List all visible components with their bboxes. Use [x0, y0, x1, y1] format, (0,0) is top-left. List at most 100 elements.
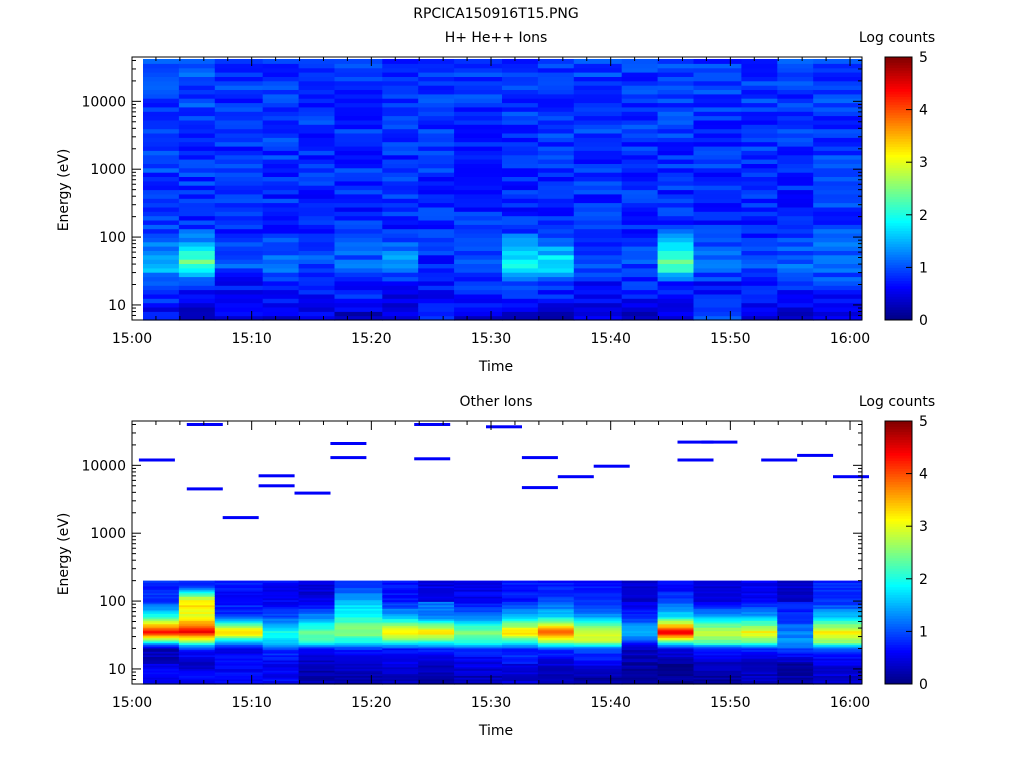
heatmap-cell — [382, 307, 419, 312]
heatmap-cell — [178, 111, 216, 117]
heatmap-cell — [537, 180, 575, 186]
heatmap-cell — [813, 98, 862, 104]
heatmap-cell — [741, 206, 778, 212]
heatmap-cell — [502, 133, 539, 138]
heatmap-cell — [502, 106, 539, 112]
heatmap-cell — [657, 159, 695, 164]
colorbar-swatch — [885, 442, 912, 446]
heatmap-cell — [298, 237, 336, 243]
heatmap-cell — [334, 307, 383, 312]
heatmap-cell — [418, 663, 455, 666]
heatmap-cell — [382, 665, 419, 668]
heatmap-cell — [777, 237, 814, 243]
heatmap-cell — [334, 611, 383, 614]
heatmap-cell — [502, 93, 539, 99]
heatmap-cell — [502, 272, 539, 278]
heatmap-cell — [143, 267, 180, 273]
heatmap-cell — [178, 185, 216, 191]
heatmap-cell — [502, 634, 539, 637]
heatmap-cell — [382, 59, 419, 64]
heatmap-cell — [418, 618, 455, 621]
heatmap-cell — [741, 198, 778, 204]
heatmap-cell — [777, 159, 814, 164]
heatmap-cell — [502, 615, 539, 618]
heatmap-cell — [813, 89, 862, 95]
heatmap-cell — [741, 611, 778, 614]
heatmap-cell — [502, 658, 539, 661]
heatmap-cell — [298, 128, 336, 134]
heatmap-cell — [777, 259, 814, 264]
heatmap-cell — [143, 596, 180, 599]
heatmap-cell — [813, 623, 862, 626]
heatmap-cell — [741, 220, 778, 225]
heatmap-cell — [813, 654, 862, 657]
heatmap-cell — [502, 628, 539, 632]
heatmap-cell — [418, 198, 455, 204]
colorbar-swatch — [885, 570, 912, 575]
heatmap-cell — [143, 589, 180, 592]
heatmap-cell — [214, 582, 264, 585]
heatmap-cell — [573, 582, 623, 585]
heatmap-cell — [298, 678, 336, 682]
heatmap-cell — [262, 159, 300, 164]
heatmap-cell — [418, 677, 455, 680]
heatmap-cell — [693, 202, 742, 208]
heatmap-cell — [502, 625, 539, 628]
heatmap-cell — [813, 580, 862, 583]
heatmap-cell — [537, 59, 575, 64]
heatmap-cell — [143, 315, 180, 321]
heatmap-cell — [214, 63, 264, 69]
heatmap-cell — [382, 582, 419, 585]
heatmap-cell — [777, 193, 814, 199]
heatmap-cell — [657, 659, 695, 663]
heatmap-cell — [693, 67, 742, 73]
heatmap-cell — [298, 670, 336, 673]
heatmap-cell — [813, 267, 862, 273]
heatmap-cell — [537, 668, 575, 671]
heatmap-cell — [418, 678, 455, 682]
heatmap-cell — [537, 72, 575, 77]
heatmap-cell — [418, 285, 455, 291]
heatmap-cell — [262, 678, 300, 682]
heatmap-cell — [502, 585, 539, 589]
heatmap-cell — [573, 680, 623, 683]
heatmap-cell — [382, 675, 419, 678]
colorbar-swatch — [885, 662, 912, 667]
colorbar-swatch — [885, 547, 912, 551]
heatmap-cell — [537, 658, 575, 661]
heatmap-cell — [693, 642, 742, 645]
heatmap-cell — [741, 233, 778, 238]
heatmap-cell — [621, 582, 659, 585]
event-mark — [222, 516, 259, 520]
heatmap-cell — [621, 220, 659, 225]
heatmap-cell — [334, 102, 383, 108]
heatmap-cell — [741, 637, 778, 640]
heatmap-cell — [657, 115, 695, 121]
colorbar-swatch — [885, 615, 912, 619]
heatmap-cell — [298, 587, 336, 590]
heatmap-cell — [334, 673, 383, 676]
heatmap-cell — [693, 625, 742, 628]
heatmap-cell — [262, 671, 300, 675]
heatmap-cell — [382, 206, 419, 212]
heatmap-cell — [143, 608, 180, 611]
heatmap-cell — [418, 673, 455, 676]
heatmap-cell — [502, 665, 539, 668]
heatmap-cell — [621, 646, 659, 649]
colorbar-swatch — [885, 536, 912, 540]
heatmap-cell — [813, 311, 862, 317]
heatmap-cell — [502, 119, 539, 125]
heatmap-cell — [813, 246, 862, 251]
heatmap-cell — [693, 72, 742, 77]
heatmap-cell — [741, 656, 778, 659]
heatmap-cells — [138, 423, 869, 685]
colorbar-swatch — [885, 175, 912, 179]
heatmap-cell — [382, 608, 419, 611]
x-axis: 15:00 15:10 15:20 15:30 15:40 15:50 16:00 — [112, 421, 870, 711]
heatmap-cell — [537, 616, 575, 620]
heatmap-cell — [621, 584, 659, 587]
heatmap-cell — [382, 98, 419, 104]
heatmap-cell — [741, 620, 778, 623]
heatmap-cell — [573, 237, 623, 243]
heatmap-cell — [502, 663, 539, 666]
